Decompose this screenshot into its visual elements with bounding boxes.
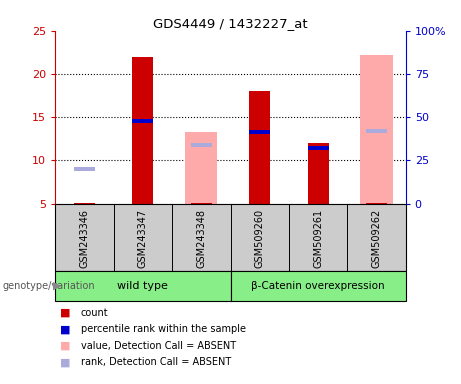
Text: value, Detection Call = ABSENT: value, Detection Call = ABSENT <box>81 341 236 351</box>
Text: wild type: wild type <box>118 281 168 291</box>
Text: ■: ■ <box>60 341 71 351</box>
Text: ▶: ▶ <box>53 281 61 291</box>
Text: genotype/variation: genotype/variation <box>2 281 95 291</box>
Bar <box>191 143 212 147</box>
Bar <box>249 130 270 134</box>
Bar <box>185 132 218 204</box>
Bar <box>307 146 329 150</box>
Text: GSM509260: GSM509260 <box>254 209 265 268</box>
Bar <box>132 119 154 123</box>
Bar <box>191 203 212 204</box>
Bar <box>132 57 154 204</box>
Bar <box>366 203 387 204</box>
Text: GSM509262: GSM509262 <box>372 209 382 268</box>
Bar <box>307 143 329 204</box>
Bar <box>74 203 95 204</box>
Bar <box>249 91 270 204</box>
Text: GSM509261: GSM509261 <box>313 209 323 268</box>
Text: percentile rank within the sample: percentile rank within the sample <box>81 324 246 334</box>
Text: ■: ■ <box>60 358 71 367</box>
Text: GSM243347: GSM243347 <box>138 209 148 268</box>
Bar <box>55 271 230 301</box>
Bar <box>230 271 406 301</box>
Text: ■: ■ <box>60 308 71 318</box>
Text: GSM243348: GSM243348 <box>196 209 207 268</box>
Text: β-Catenin overexpression: β-Catenin overexpression <box>251 281 385 291</box>
Bar <box>366 129 387 133</box>
Text: rank, Detection Call = ABSENT: rank, Detection Call = ABSENT <box>81 358 231 367</box>
Text: GDS4449 / 1432227_at: GDS4449 / 1432227_at <box>153 17 308 30</box>
Text: ■: ■ <box>60 324 71 334</box>
Bar <box>361 55 393 204</box>
Text: count: count <box>81 308 108 318</box>
Text: GSM243346: GSM243346 <box>79 209 89 268</box>
Bar <box>74 167 95 171</box>
